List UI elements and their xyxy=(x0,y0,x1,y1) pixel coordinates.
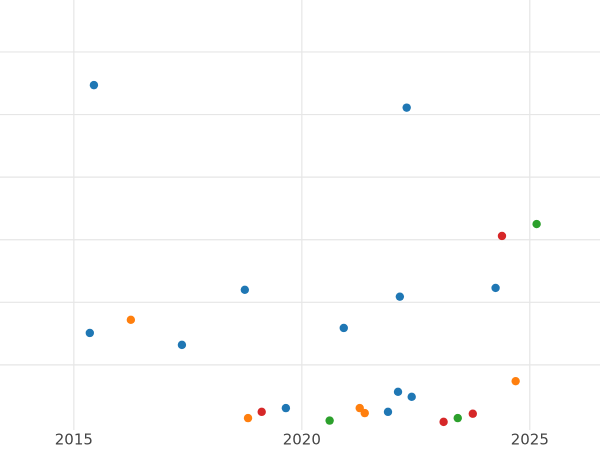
point xyxy=(85,328,95,338)
point xyxy=(468,409,477,418)
point xyxy=(511,376,520,386)
point xyxy=(243,413,253,423)
point xyxy=(360,408,369,418)
point xyxy=(395,292,405,301)
point xyxy=(383,407,393,417)
point xyxy=(126,315,136,325)
x-tick-label: 2015 xyxy=(55,431,93,449)
point xyxy=(491,283,500,293)
point xyxy=(339,323,348,333)
x-tick-label: 2025 xyxy=(511,431,549,449)
point xyxy=(325,416,334,425)
point xyxy=(402,103,411,112)
point xyxy=(407,392,416,402)
point xyxy=(240,285,250,294)
point xyxy=(532,219,541,229)
point xyxy=(281,403,291,413)
point xyxy=(439,417,448,427)
point xyxy=(497,231,507,241)
point xyxy=(177,340,187,350)
point xyxy=(89,80,99,90)
point xyxy=(453,413,462,423)
point xyxy=(393,387,403,397)
x-tick-label: 2020 xyxy=(283,431,321,449)
point xyxy=(257,407,266,417)
